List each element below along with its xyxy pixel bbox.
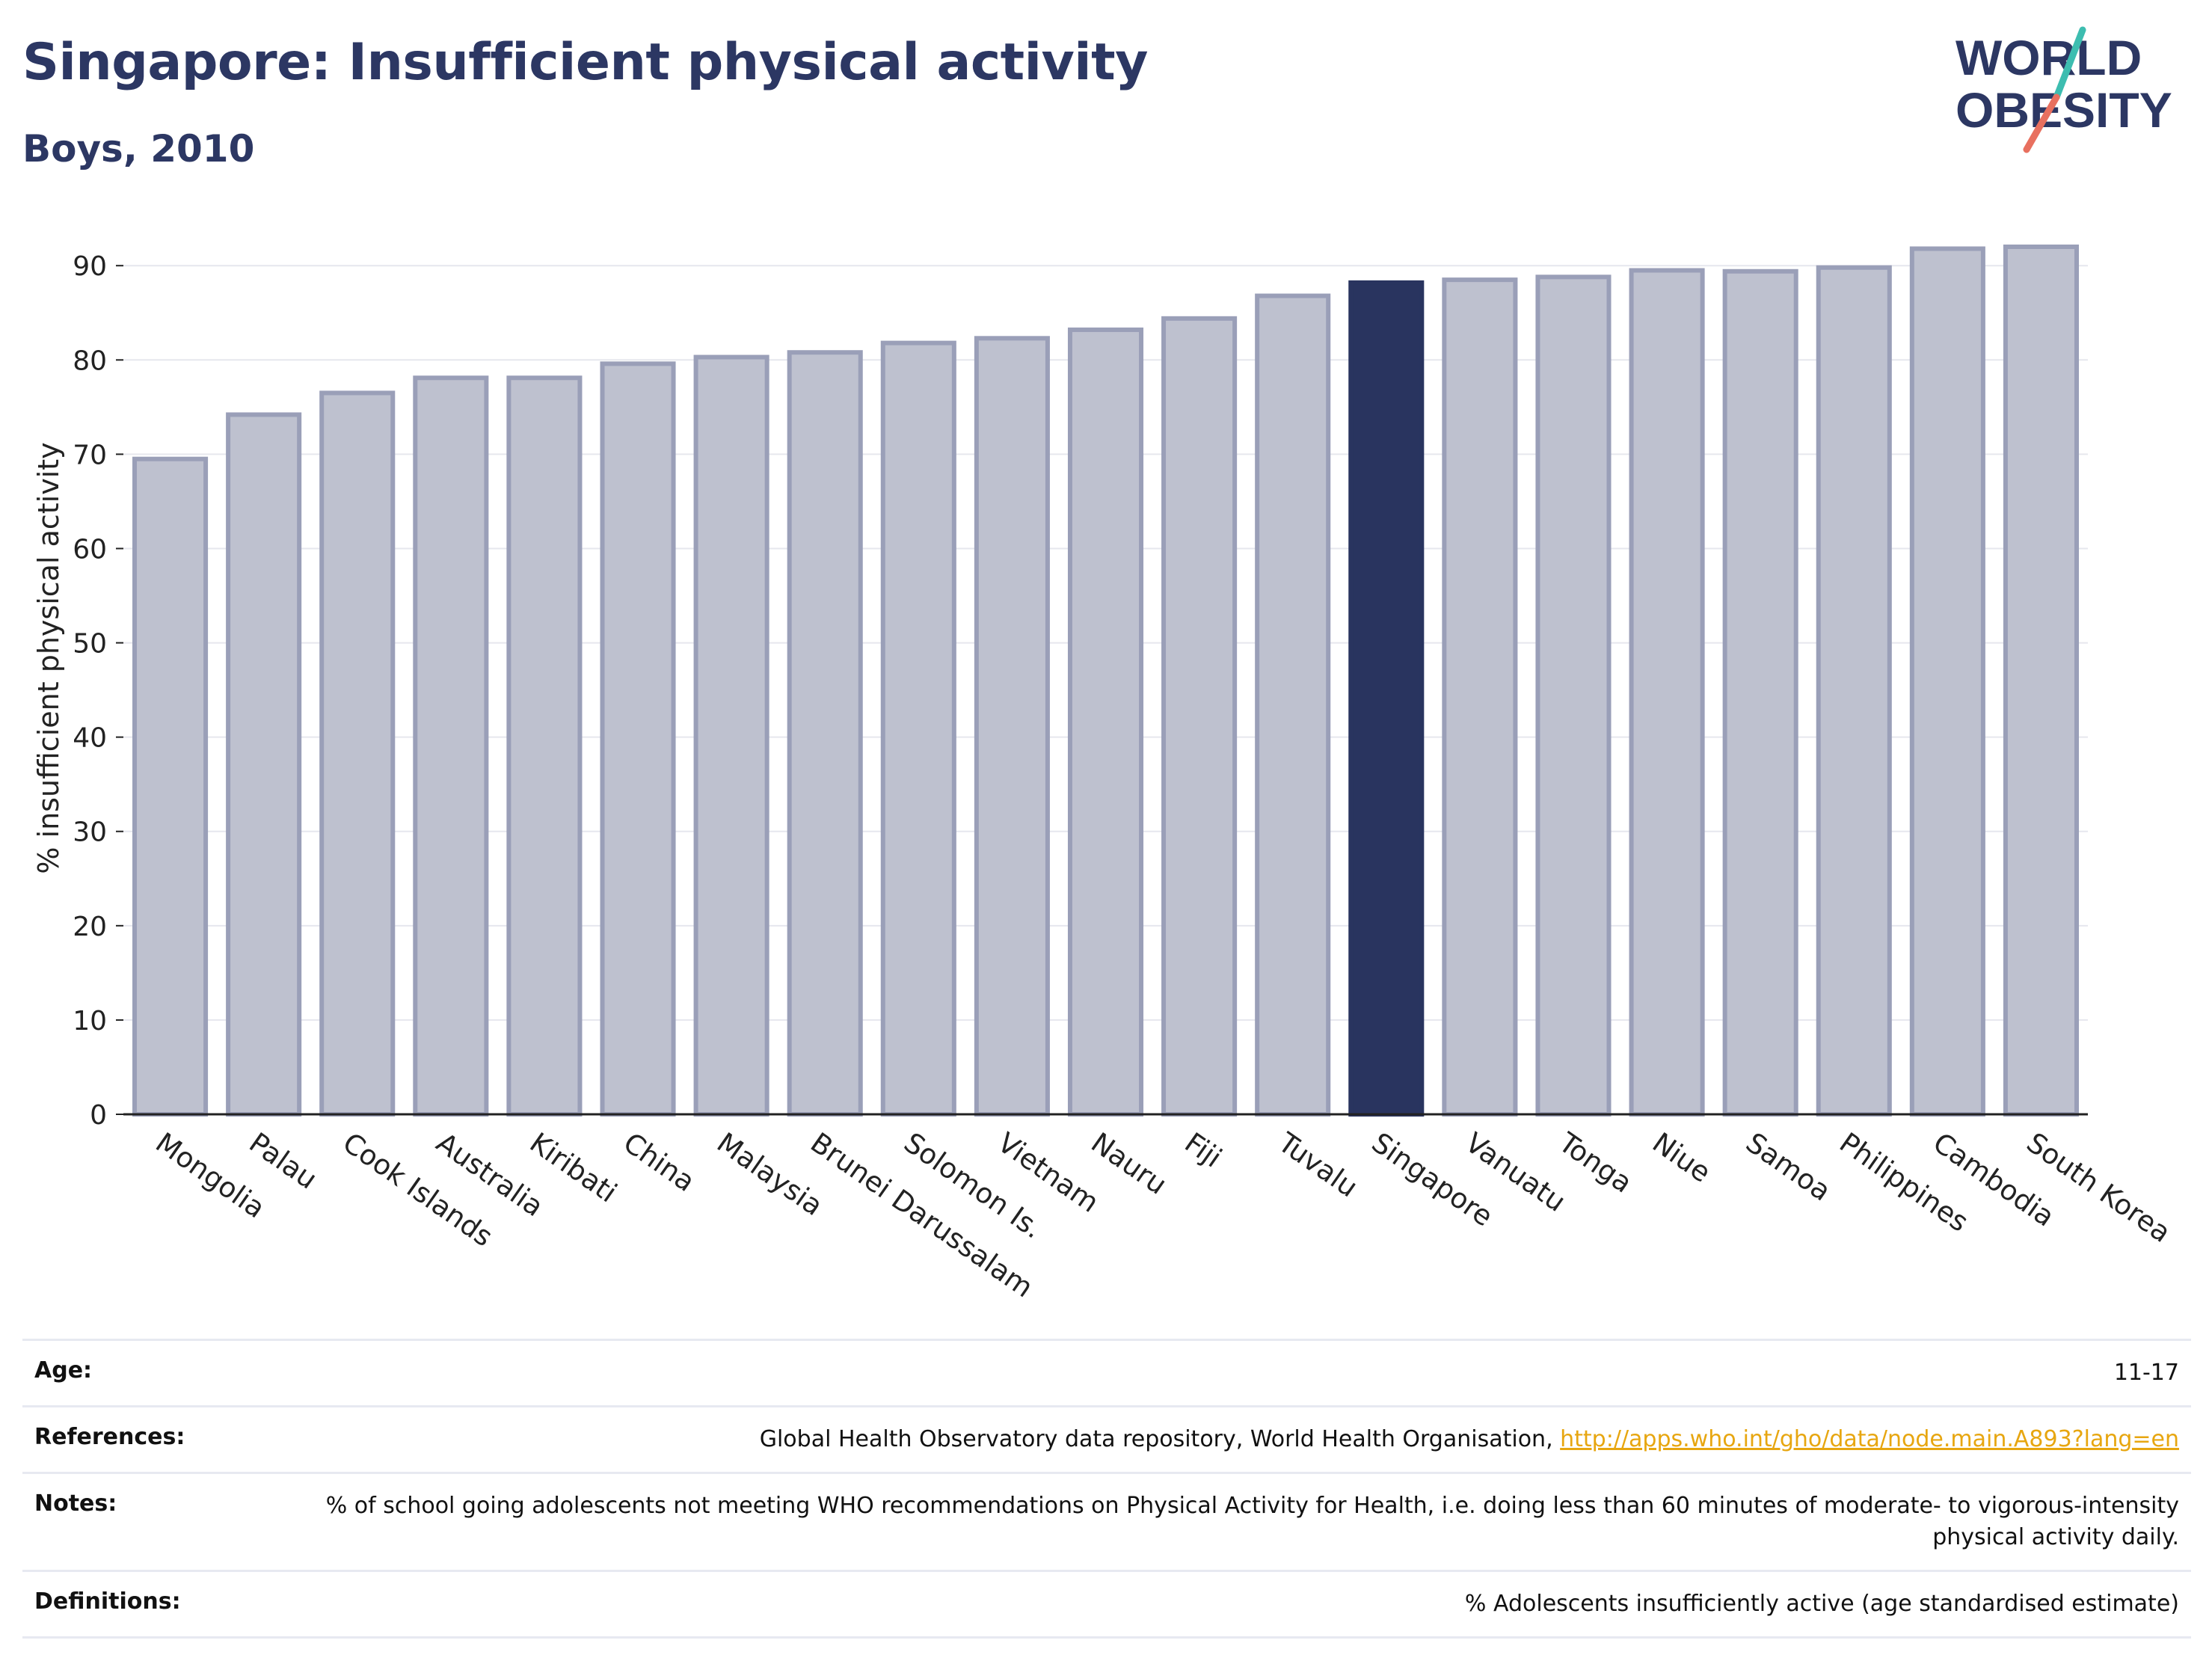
chart-subtitle: Boys, 2010 xyxy=(22,127,255,171)
x-tick-label: Tuvalu xyxy=(1272,1126,1364,1204)
y-tick-label: 90 xyxy=(73,251,107,282)
bar-philippines xyxy=(1816,265,1892,1117)
bar-niue xyxy=(1629,268,1705,1117)
bar-fiji xyxy=(1161,316,1238,1117)
axes xyxy=(116,265,2088,1116)
y-tick-label: 70 xyxy=(73,440,107,470)
notes-label: Notes: xyxy=(34,1490,117,1517)
bar-malaysia xyxy=(693,354,769,1117)
references-link[interactable]: http://apps.who.int/gho/data/node.main.A… xyxy=(1560,1426,2179,1452)
y-tick-label: 40 xyxy=(73,723,107,754)
bar-cambodia xyxy=(1909,246,1985,1117)
bar-tonga xyxy=(1535,274,1612,1117)
meta-row-definitions: Definitions: % Adolescents insufficientl… xyxy=(22,1570,2191,1639)
bar-mongolia xyxy=(132,456,209,1117)
bar-solomon-is- xyxy=(880,340,956,1117)
x-tick-label: Malaysia xyxy=(711,1126,829,1222)
world-obesity-logo: WORLD OBESITY xyxy=(1956,26,2172,153)
meta-row-age: Age: 11-17 xyxy=(22,1339,2191,1405)
bar-vietnam xyxy=(974,336,1050,1117)
bar-tuvalu xyxy=(1255,293,1331,1117)
bar-south-korea xyxy=(2003,245,2079,1117)
logo-word-world: WORLD xyxy=(1956,30,2142,85)
chart-title: Singapore: Insufficient physical activit… xyxy=(22,33,1148,92)
x-tick-label: Palau xyxy=(243,1126,322,1195)
y-tick-label: 10 xyxy=(73,1006,107,1037)
references-label: References: xyxy=(34,1424,185,1450)
metadata-table: Age: 11-17 References: Global Health Obs… xyxy=(22,1339,2191,1639)
definitions-value: % Adolescents insufficiently active (age… xyxy=(1464,1591,2179,1617)
bar-palau xyxy=(226,412,302,1117)
bar-cook-islands xyxy=(319,390,396,1117)
y-tick-label: 80 xyxy=(73,346,107,376)
bar-nauru xyxy=(1067,327,1144,1117)
y-tick-label: 60 xyxy=(73,534,107,565)
logo-slash-teal xyxy=(2053,26,2086,101)
bar-kiribati xyxy=(506,375,583,1117)
references-text: Global Health Observatory data repositor… xyxy=(759,1426,1561,1452)
age-value: 11-17 xyxy=(2113,1360,2179,1386)
x-tick-label: South Korea xyxy=(2021,1126,2176,1249)
x-tick-label: Fiji xyxy=(1179,1126,1227,1174)
x-tick-label: Niue xyxy=(1647,1126,1717,1189)
logo-slash-coral xyxy=(2023,93,2060,153)
age-label: Age: xyxy=(34,1357,93,1384)
bar-china xyxy=(600,361,676,1117)
bar-singapore xyxy=(1348,280,1425,1117)
bar-vanuatu xyxy=(1442,277,1518,1117)
definitions-label: Definitions: xyxy=(34,1588,181,1615)
bars xyxy=(132,245,2079,1117)
y-tick-label: 0 xyxy=(90,1100,107,1131)
y-tick-label: 20 xyxy=(73,912,107,942)
notes-value: % of school going adolescents not meetin… xyxy=(325,1493,2179,1550)
bar-brunei-darussalam xyxy=(787,350,863,1117)
bar-samoa xyxy=(1722,268,1798,1117)
x-tick-label: China xyxy=(618,1126,701,1198)
y-tick-label: 30 xyxy=(73,817,107,848)
y-axis-label: % insufficient physical activity xyxy=(32,442,65,873)
meta-row-references: References: Global Health Observatory da… xyxy=(22,1405,2191,1472)
logo-word-obesity: OBESITY xyxy=(1956,82,2172,138)
y-tick-label: 50 xyxy=(73,629,107,660)
meta-row-notes: Notes: % of school going adolescents not… xyxy=(22,1472,2191,1570)
references-value: Global Health Observatory data repositor… xyxy=(760,1424,2179,1455)
x-tick-label: Samoa xyxy=(1740,1126,1837,1207)
bar-australia xyxy=(413,375,489,1117)
